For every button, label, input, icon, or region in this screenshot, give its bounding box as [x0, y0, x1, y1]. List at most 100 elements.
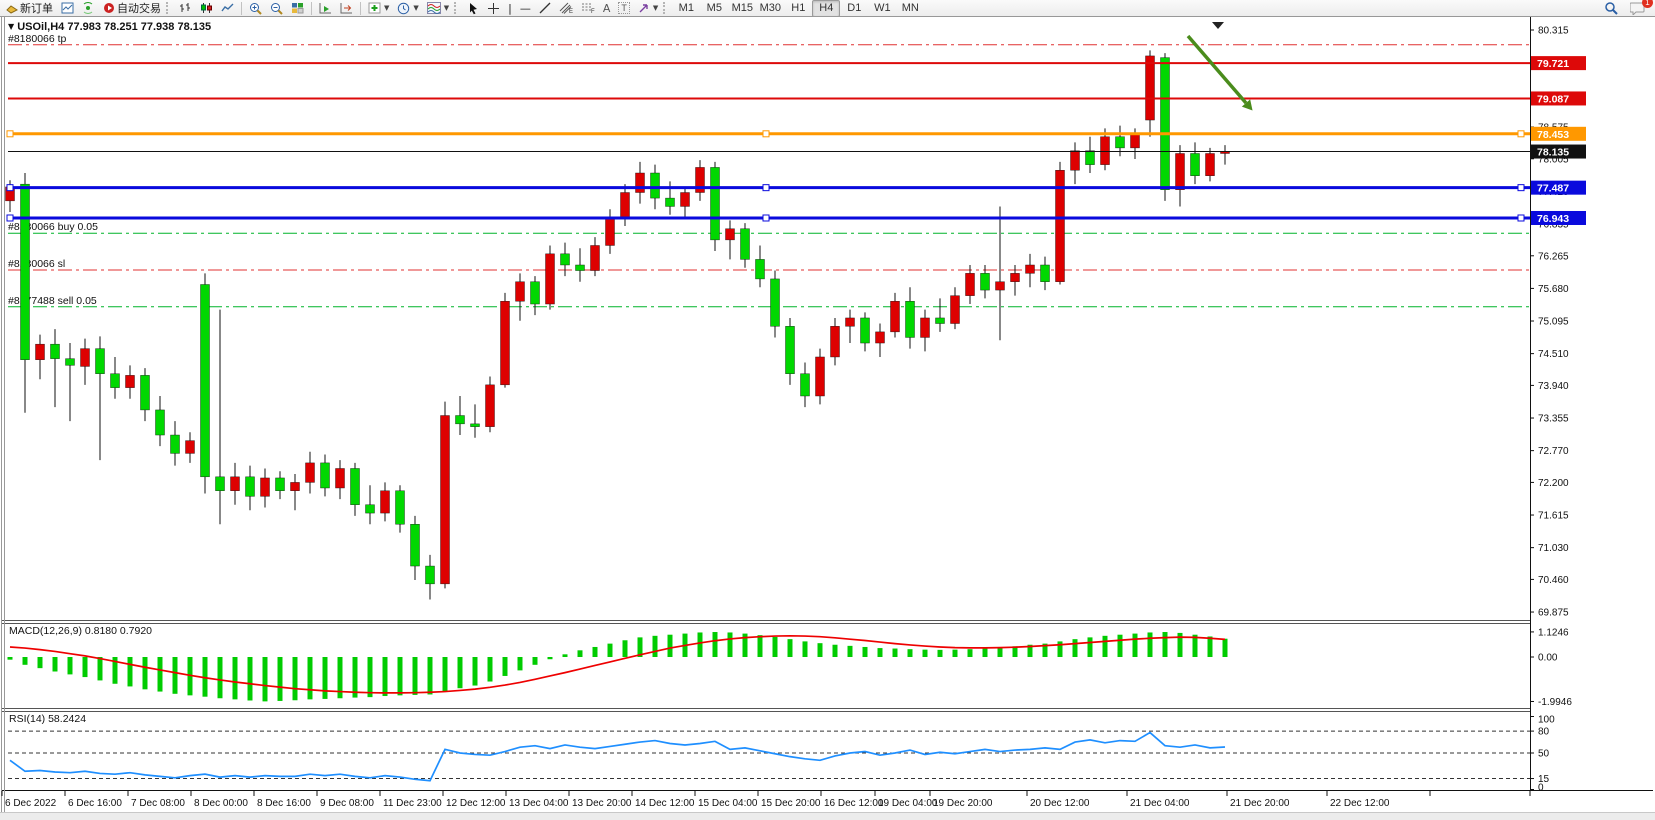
macd-histogram-bar — [1132, 633, 1138, 657]
line-handle[interactable] — [1517, 130, 1525, 138]
line-handle[interactable] — [6, 130, 14, 138]
new-order-label: 新订单 — [20, 3, 53, 15]
macd-histogram-bar — [502, 657, 508, 676]
arrows-button[interactable]: ▼ — [634, 0, 662, 17]
chart-ohlc-values: 77.983 78.251 77.938 78.135 — [67, 21, 212, 33]
auto-scroll-button[interactable] — [315, 0, 336, 17]
time-tick-label: 21 Dec 20:00 — [1230, 798, 1290, 809]
tile-windows-button[interactable] — [287, 0, 308, 17]
line-handle[interactable] — [762, 184, 770, 192]
candle — [815, 356, 825, 397]
dropdown-caret-icon: ▼ — [652, 4, 659, 12]
line-handle[interactable] — [6, 184, 14, 192]
rsi-tick-label: 100 — [1538, 715, 1555, 726]
crosshair-icon — [488, 2, 500, 14]
line-handle[interactable] — [762, 130, 770, 138]
candle — [590, 245, 600, 271]
channel-button[interactable]: E — [555, 0, 577, 17]
time-tick-label: 19 Dec 20:00 — [933, 798, 993, 809]
market-watch-button[interactable] — [57, 0, 78, 17]
chart-shift-button[interactable] — [336, 0, 357, 17]
timeframe-h4-button[interactable]: H4 — [812, 0, 841, 17]
text-label-button[interactable]: T — [614, 0, 634, 17]
vertical-line-button[interactable]: | — [504, 0, 516, 17]
line-handle[interactable] — [6, 214, 14, 222]
macd-histogram-bar — [97, 657, 103, 681]
horizontal-line-button[interactable]: — — [516, 0, 535, 17]
candle — [260, 477, 270, 497]
timeframe-m1-button[interactable]: M1 — [678, 2, 694, 14]
price-badge-label: 78.135 — [1537, 147, 1569, 159]
notifications-button[interactable]: 1 — [1626, 0, 1653, 17]
macd-histogram-bar — [967, 649, 973, 657]
timeframe-mn-button[interactable]: MN — [901, 2, 919, 14]
indicators-button[interactable]: ▼ — [364, 0, 393, 17]
line-handle[interactable] — [762, 214, 770, 222]
crosshair-button[interactable] — [483, 0, 504, 17]
candle — [455, 415, 465, 425]
dropdown-caret-icon: ▼ — [413, 4, 419, 12]
timeframe-d1-button[interactable]: D1 — [847, 2, 862, 14]
signals-button[interactable] — [78, 0, 99, 17]
macd-histogram-bar — [22, 657, 28, 665]
macd-histogram-bar — [907, 649, 913, 657]
candle — [830, 326, 840, 358]
timeframe-m30-button[interactable]: M30 — [759, 2, 782, 14]
candle — [935, 317, 945, 324]
price-tick-label: 69.875 — [1538, 608, 1569, 619]
macd-histogram-bar — [172, 657, 178, 694]
bar-chart-button[interactable] — [175, 0, 196, 17]
chart-window-icon — [61, 2, 74, 14]
trendline-button[interactable] — [535, 0, 555, 17]
line-handle[interactable] — [1517, 184, 1525, 192]
annotation-arrow[interactable] — [1186, 34, 1248, 105]
macd-histogram-bar — [802, 641, 808, 657]
chart-shift-marker[interactable] — [1212, 22, 1224, 29]
macd-histogram-bar — [517, 657, 523, 671]
zoom-out-icon — [271, 2, 283, 15]
line-handle[interactable] — [1517, 214, 1525, 222]
candle — [380, 490, 390, 514]
time-tick-label: 7 Dec 08:00 — [131, 798, 185, 809]
candle — [320, 462, 330, 489]
price-tick-label: 74.510 — [1538, 349, 1569, 360]
line-chart-button[interactable] — [217, 0, 238, 17]
candlestick-chart-button[interactable] — [196, 0, 217, 17]
zoom-out-button[interactable] — [266, 0, 287, 17]
candle — [755, 259, 765, 280]
candle — [110, 373, 120, 388]
macd-histogram-bar — [352, 657, 358, 698]
candle — [485, 384, 495, 427]
macd-histogram-bar — [67, 657, 73, 675]
timeframe-w1-button[interactable]: W1 — [874, 2, 891, 14]
rsi-tick-label: 15 — [1538, 774, 1550, 785]
macd-histogram-bar — [697, 632, 703, 657]
periods-button[interactable]: ▼ — [393, 0, 422, 17]
cursor-button[interactable] — [463, 0, 483, 17]
timeframe-m15-button[interactable]: M15 — [731, 2, 754, 14]
candle — [1205, 153, 1215, 176]
candle — [275, 477, 285, 491]
time-tick-label: 9 Dec 08:00 — [320, 798, 374, 809]
candle — [50, 343, 60, 359]
candle — [845, 317, 855, 327]
chart-shift-icon — [340, 3, 352, 14]
search-button[interactable] — [1600, 0, 1622, 17]
fibonacci-button[interactable]: F — [577, 0, 599, 17]
templates-button[interactable]: ▼ — [423, 0, 453, 17]
collapse-triangle-icon[interactable]: ▼ — [8, 22, 15, 31]
price-badge — [1531, 91, 1586, 106]
timeframe-h1-button[interactable]: H1 — [791, 2, 806, 14]
text-button[interactable]: A — [599, 0, 615, 17]
timeframe-m5-button[interactable]: M5 — [706, 2, 722, 14]
macd-histogram-bar — [472, 657, 478, 686]
price-badge — [1531, 210, 1586, 225]
rsi-tick-label: 0 — [1538, 783, 1544, 794]
rsi-indicator-label: RSI(14) 58.2424 — [9, 713, 87, 725]
auto-trading-button[interactable]: 自动交易 — [99, 0, 165, 17]
zoom-in-button[interactable] — [245, 0, 266, 17]
candle — [335, 468, 345, 489]
new-order-button[interactable]: 新订单 — [2, 0, 57, 17]
